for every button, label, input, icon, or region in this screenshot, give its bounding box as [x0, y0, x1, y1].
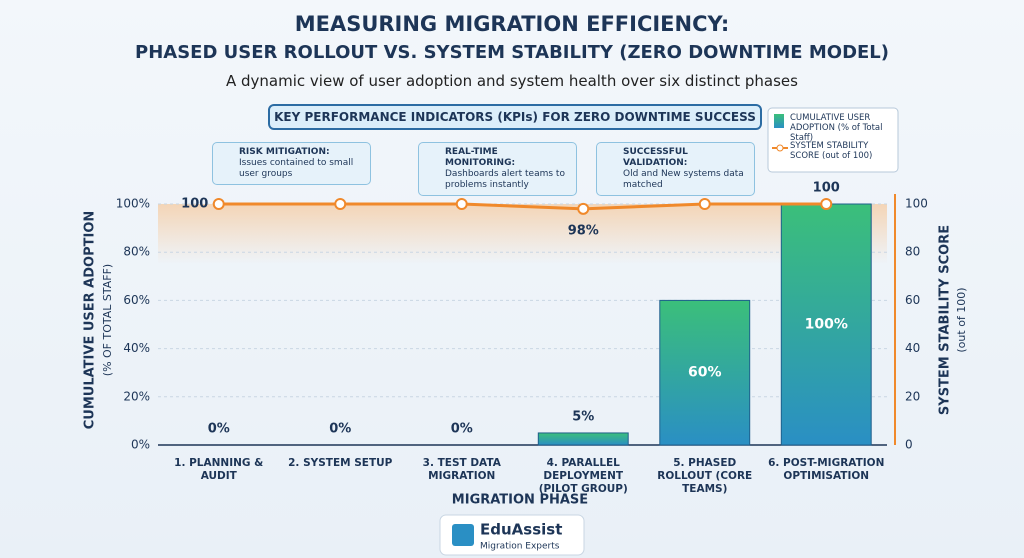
bar-value-label: 0% — [451, 422, 473, 437]
legend-entry: SYSTEM STABILITY SCORE (out of 100) — [790, 141, 873, 161]
title: PHASED USER ROLLOUT VS. SYSTEM STABILITY… — [135, 42, 889, 63]
glow — [158, 204, 887, 264]
x-tick-label: 4. PARALLEL DEPLOYMENT (PILOT GROUP) — [538, 457, 628, 495]
subtitle: A dynamic view of user adoption and syst… — [226, 72, 798, 90]
y2-axis-label: SYSTEM STABILITY SCORE — [938, 225, 953, 415]
legend-label: SYSTEM STABILITY SCORE (out of 100) — [790, 141, 873, 161]
x-axis-label: MIGRATION PHASE — [452, 493, 588, 508]
point-value-label: 100 — [813, 181, 840, 196]
y-tick-label: 60% — [123, 293, 150, 307]
point — [334, 198, 347, 210]
y2-tick-label: 80 — [905, 245, 920, 259]
y-axis-label: CUMULATIVE USER ADOPTION — [83, 211, 98, 430]
y-tick-label: 40% — [123, 341, 150, 355]
y2-axis-label: (out of 100) — [955, 287, 968, 352]
bar — [537, 432, 629, 446]
y-tick-label: 0% — [131, 438, 150, 452]
annotation: REAL-TIME MONITORING: Dashboards alert te… — [418, 142, 577, 196]
title: MEASURING MIGRATION EFFICIENCY: — [294, 12, 730, 36]
bar-value-label: 100% — [805, 317, 848, 333]
x-tick-label: 3. TEST DATA MIGRATION — [422, 457, 501, 482]
brand-box — [439, 514, 585, 556]
annotation-text: Issues contained to small user groups — [239, 158, 354, 179]
x-tick-label: 6. POST-MIGRATION OPTIMISATION — [768, 457, 885, 482]
bar — [780, 203, 872, 446]
bar-value-label: 60% — [688, 365, 722, 381]
y-axis-label: (% OF TOTAL STAFF) — [101, 264, 114, 376]
brand-name: EduAssist — [480, 521, 562, 539]
bar — [659, 299, 751, 446]
point — [577, 202, 590, 215]
legend-swatch — [774, 114, 784, 128]
annotation-title: REAL-TIME MONITORING: — [445, 147, 516, 168]
annotation-text: Old and New systems data matched — [623, 169, 744, 190]
annotation: SUCCESSFUL VALIDATION: Old and New system… — [596, 142, 755, 196]
y2-tick-label: 40 — [905, 341, 920, 355]
line — [218, 202, 827, 211]
y-tick-label: 80% — [123, 245, 150, 259]
point-value-label: 100 — [181, 197, 208, 212]
point-value-label: 98% — [568, 223, 599, 238]
annotation-text: Dashboards alert teams to problems insta… — [445, 169, 565, 190]
legend-swatch — [776, 144, 784, 152]
bar-value-label: 5% — [572, 409, 594, 424]
point — [212, 198, 225, 210]
bar-value-label: 0% — [208, 422, 230, 437]
y2-tick-label: 0 — [905, 438, 913, 452]
kpi-banner: KEY PERFORMANCE INDICATORS (KPIs) FOR ZE… — [268, 104, 762, 130]
y2-tick-label: 100 — [905, 197, 928, 211]
x-tick-label: 2. SYSTEM SETUP — [288, 457, 393, 469]
x-tick-label: 1. PLANNING & AUDIT — [174, 457, 264, 482]
x-tick-label: 5. PHASED ROLLOUT (CORE TEAMS) — [657, 457, 753, 495]
y-tick-label: 100% — [116, 197, 150, 211]
point — [455, 198, 468, 210]
point — [698, 198, 711, 210]
legend-box — [767, 107, 899, 173]
annotation-title: SUCCESSFUL VALIDATION: — [623, 147, 688, 168]
brand-icon — [452, 524, 474, 546]
bar-value-label: 0% — [329, 422, 351, 437]
y2-tick-label: 20 — [905, 389, 920, 403]
point — [820, 198, 833, 210]
annotation-title: RISK MITIGATION: — [239, 147, 330, 157]
legend-label: CUMULATIVE USER ADOPTION (% of Total Sta… — [790, 113, 883, 141]
y2-tick-label: 60 — [905, 293, 920, 307]
legend-entry: CUMULATIVE USER ADOPTION (% of Total Sta… — [790, 113, 883, 141]
y-tick-label: 20% — [123, 389, 150, 403]
annotation: RISK MITIGATION: Issues contained to smal… — [212, 142, 371, 185]
brand-sub: Migration Experts — [480, 542, 560, 552]
